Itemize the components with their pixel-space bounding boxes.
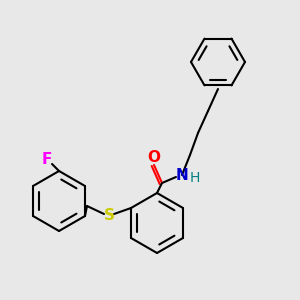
Text: H: H: [190, 171, 200, 185]
Text: O: O: [148, 149, 160, 164]
Text: S: S: [103, 208, 115, 224]
Text: N: N: [176, 167, 188, 182]
Text: F: F: [42, 152, 52, 166]
